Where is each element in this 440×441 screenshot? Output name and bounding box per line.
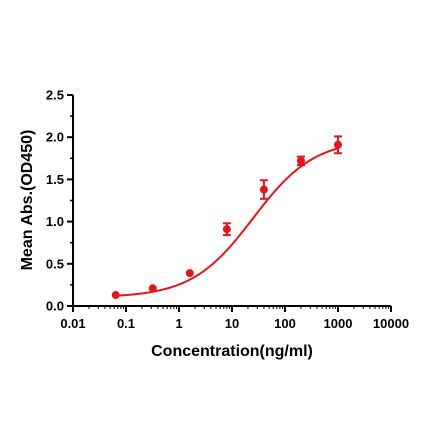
x-axis-title: Concentration(ng/ml) [151, 343, 313, 360]
x-tick-label: 1 [175, 316, 182, 331]
x-tick-label: 10000 [373, 316, 409, 331]
y-axis: 0.0 0.5 1.0 1.5 2.0 2.5 [46, 88, 74, 314]
x-tick-label: 1000 [324, 316, 353, 331]
x-tick-label: 10 [225, 316, 239, 331]
y-tick-label: 1.5 [46, 172, 64, 187]
y-tick-label: 1.0 [46, 214, 64, 229]
data-point [334, 140, 342, 149]
data-point [259, 185, 268, 194]
fit-curve [115, 147, 339, 297]
y-tick-label: 0.0 [46, 299, 64, 314]
data-point [148, 284, 157, 293]
data-point [222, 225, 231, 234]
data-point [111, 291, 120, 300]
x-axis: 0.01 0.1 1 10 100 1000 10000 [60, 305, 409, 331]
y-tick-label: 2.0 [46, 130, 64, 145]
y-tick-label: 0.5 [46, 256, 64, 271]
data-points [111, 135, 342, 300]
y-tick-label: 2.5 [46, 88, 64, 103]
data-point [296, 156, 305, 165]
x-tick-label: 100 [274, 316, 296, 331]
y-axis-title: Mean Abs.(OD450) [19, 130, 36, 271]
x-tick-label: 0.1 [117, 316, 135, 331]
data-point [185, 269, 194, 278]
x-tick-label: 0.01 [60, 316, 85, 331]
